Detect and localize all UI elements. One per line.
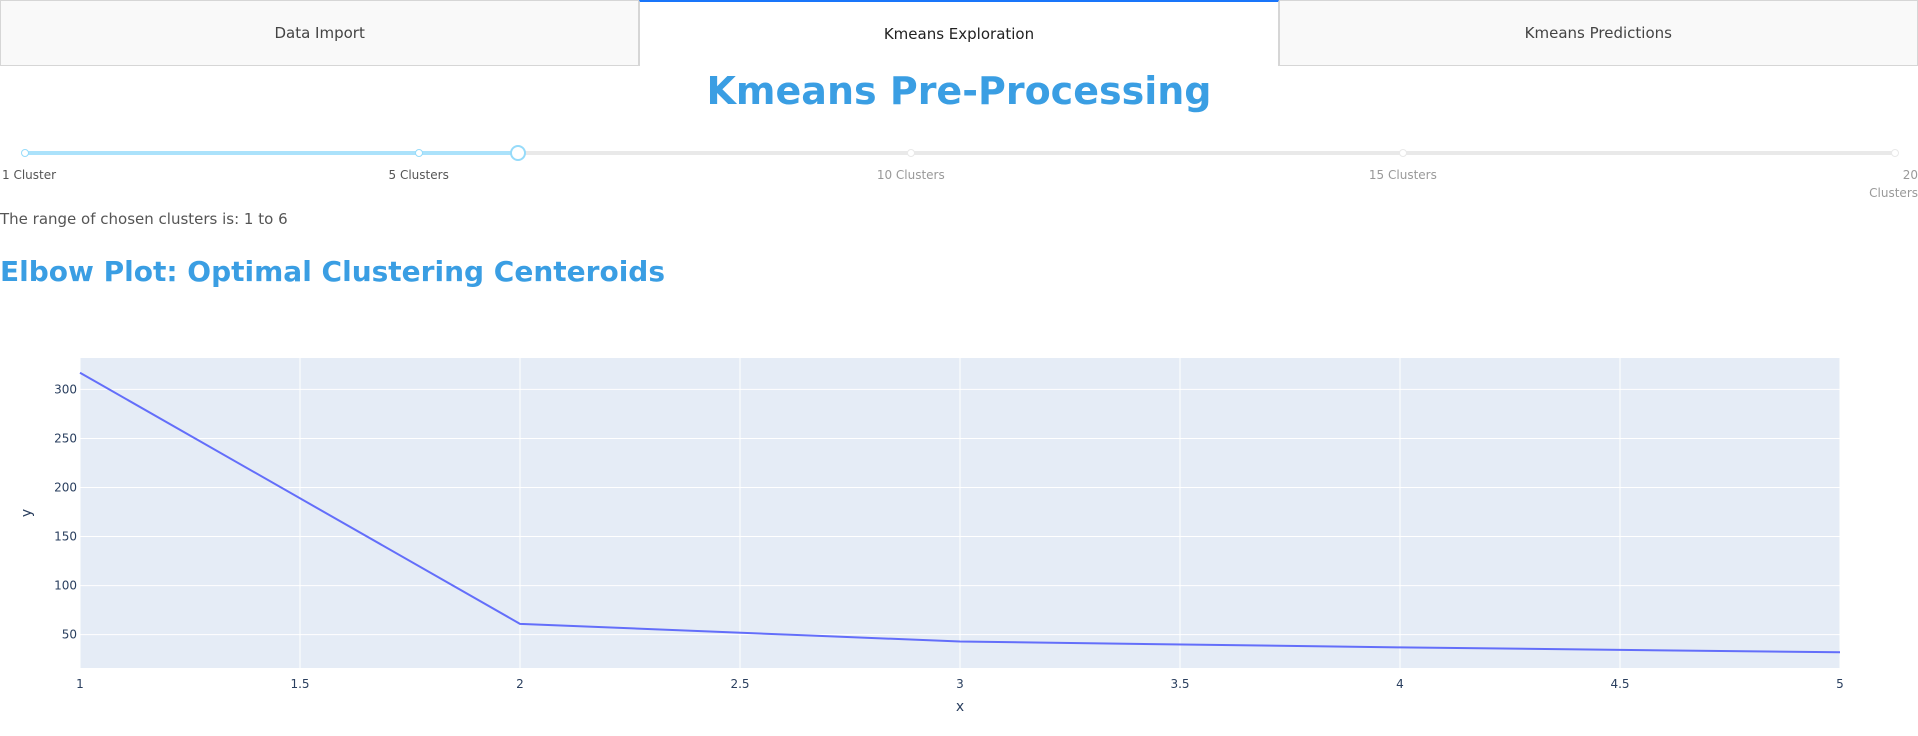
slider-handle[interactable]	[510, 145, 527, 161]
tab-data-import[interactable]: Data Import	[0, 0, 640, 66]
x-tick-label: 4.5	[1610, 677, 1629, 691]
x-tick-label: 1.5	[290, 677, 309, 691]
x-tick-label: 5	[1836, 677, 1844, 691]
slider-mark-dot[interactable]	[414, 149, 423, 157]
slider-mark-dot[interactable]	[906, 149, 915, 157]
slider-track	[25, 151, 518, 155]
y-tick-label: 300	[54, 382, 77, 396]
x-tick-label: 3.5	[1170, 677, 1189, 691]
tab-kmeans-predictions[interactable]: Kmeans Predictions	[1278, 0, 1918, 66]
slider-rail[interactable]	[25, 151, 1895, 155]
y-axis-label: y	[19, 509, 35, 517]
slider-mark-dot[interactable]	[1891, 149, 1899, 157]
y-tick-label: 100	[54, 579, 77, 593]
series-line	[79, 371, 1841, 654]
tab-kmeans-exploration[interactable]: Kmeans Exploration	[639, 0, 1279, 66]
x-axis-label: x	[956, 699, 964, 715]
slider-mark-label[interactable]: 5 Clusters	[388, 168, 449, 182]
cluster-range-slider[interactable]: 1 Cluster 5 Clusters 10 Clusters 15 Cluster…	[2, 145, 1918, 206]
slider-mark-label[interactable]: 1 Cluster	[2, 168, 57, 182]
slider-mark-dot[interactable]	[21, 149, 29, 157]
x-tick-label: 1	[76, 677, 84, 691]
slider-mark-label[interactable]: 10 Clusters	[876, 168, 945, 182]
x-tick-label: 3	[956, 677, 964, 691]
x-tick-label: 4	[1396, 677, 1404, 691]
page-title: Kmeans Pre-Processing	[706, 69, 1212, 113]
x-tick-label: 2	[516, 677, 524, 691]
slider-mark-label[interactable]: 20 Clusters	[1869, 168, 1918, 200]
y-tick-label: 50	[62, 628, 77, 642]
x-tick-label: 2.5	[730, 677, 749, 691]
section-title: Elbow Plot: Optimal Clustering Centeroid…	[0, 255, 665, 288]
y-tick-label: 200	[54, 480, 77, 494]
range-text: The range of chosen clusters is: 1 to 6	[0, 210, 288, 228]
slider-mark-dot[interactable]	[1398, 149, 1407, 157]
tab-bar: Data Import Kmeans Exploration Kmeans Pr…	[0, 0, 1918, 66]
slider-mark-label[interactable]: 15 Clusters	[1368, 168, 1437, 182]
y-tick-label: 150	[54, 530, 77, 544]
y-tick-label: 250	[54, 431, 77, 445]
elbow-plot: 1 1.5 2 2.5 3 3.5 4 4.5 5 50 100 150 200 250 300 x y	[19, 358, 1844, 715]
